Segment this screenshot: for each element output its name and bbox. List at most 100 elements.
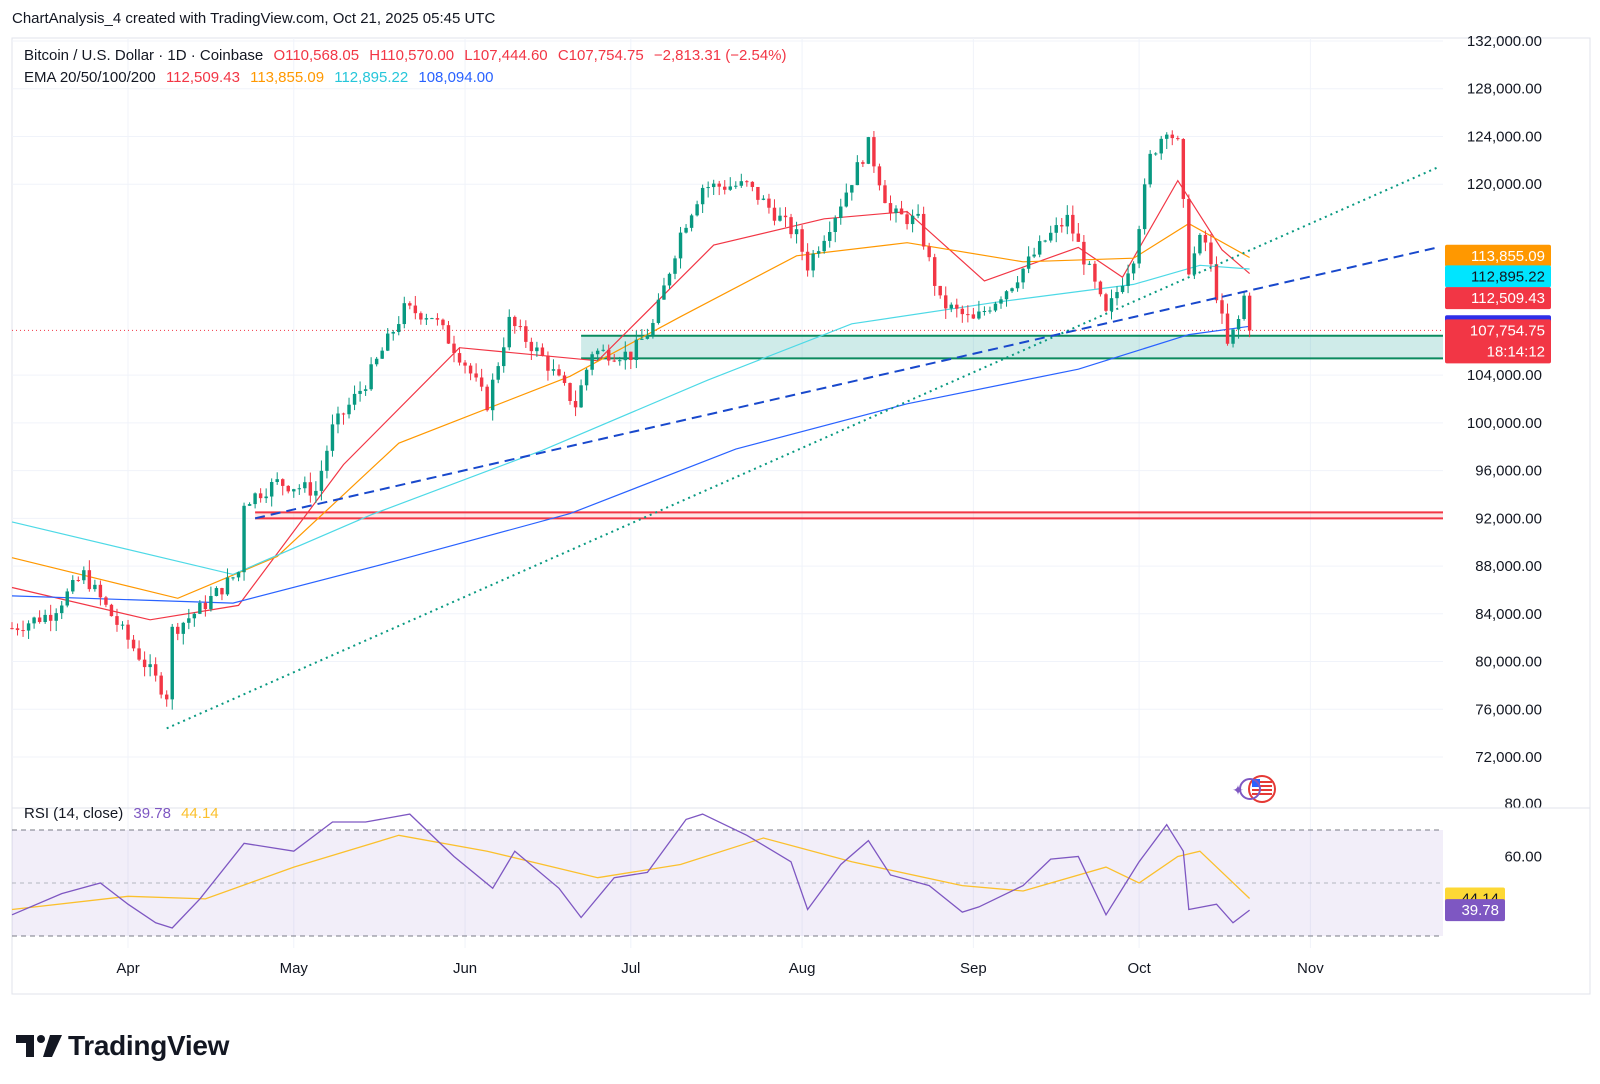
candle-body [32, 617, 36, 624]
candle [1082, 235, 1086, 275]
candle [397, 316, 401, 336]
candle [949, 302, 953, 313]
candle [557, 364, 561, 377]
ema-lines [11, 179, 1250, 621]
candle [1093, 260, 1097, 289]
candle [966, 305, 970, 323]
candle [269, 478, 274, 507]
candle-body [745, 181, 749, 183]
candle-body [1214, 264, 1219, 301]
candle-body [181, 622, 185, 634]
candle [479, 368, 484, 392]
candle-body [176, 626, 180, 634]
candle-body [319, 470, 324, 491]
candle-body [1004, 291, 1009, 300]
candle-body [358, 390, 362, 394]
time-tick-label: Apr [116, 960, 139, 977]
candle [1187, 194, 1191, 276]
legend-rsi-label: RSI (14, close) [24, 805, 124, 822]
candle-body [43, 614, 47, 623]
candle [1115, 286, 1119, 306]
candle-body [689, 215, 694, 228]
tag-last-price: 107,754.75 18:14:12 [1445, 319, 1551, 364]
rsi-panel: 80.00 60.00 [11, 796, 1542, 937]
flag-stripe [1252, 793, 1272, 795]
candle [87, 560, 92, 592]
candle [369, 357, 373, 391]
candle-body [21, 630, 25, 632]
candle-body [225, 577, 230, 595]
candle-body [877, 166, 882, 186]
candle-body [977, 311, 981, 319]
candle [32, 616, 36, 629]
candle [562, 371, 567, 386]
candle-body [1026, 256, 1031, 269]
candle-body [380, 350, 384, 359]
candle [711, 179, 716, 196]
candle-body [292, 489, 296, 492]
candle-body [816, 251, 821, 254]
candle [308, 472, 313, 503]
candle-body [281, 479, 285, 486]
candle-body [783, 215, 788, 218]
candle [220, 587, 224, 601]
candles [10, 130, 1252, 710]
candle [546, 351, 550, 381]
candle-body [446, 325, 451, 344]
candle-body [209, 595, 213, 610]
candle [137, 640, 141, 662]
tradingview-logo[interactable]: TradingView [16, 1030, 229, 1062]
candle-body [336, 413, 340, 425]
candle-body [1043, 240, 1047, 242]
price-tick-label: 72,000.00 [1475, 749, 1542, 766]
candle [1142, 178, 1147, 235]
candle-body [1247, 295, 1252, 331]
candle-body [303, 482, 307, 489]
candle-body [894, 208, 898, 214]
candle [76, 576, 81, 582]
candle-body [551, 369, 556, 371]
candle [258, 488, 263, 503]
tag-rsi-bg [1445, 899, 1505, 922]
price-tick-label: 88,000.00 [1475, 558, 1542, 575]
candle-body [1032, 254, 1036, 257]
candle [640, 329, 644, 340]
candle [358, 381, 362, 402]
candle [723, 180, 727, 195]
price-tick-label: 128,000.00 [1467, 81, 1542, 98]
candle [507, 309, 511, 351]
candle-body [728, 186, 732, 190]
candle [756, 186, 760, 205]
candle [502, 337, 506, 373]
candle [529, 337, 534, 361]
candle-body [363, 389, 368, 391]
candle-body [1159, 138, 1163, 154]
candle-body [960, 308, 965, 315]
candle-body [115, 616, 119, 625]
candle-body [546, 355, 550, 371]
candle [26, 620, 31, 639]
candle-body [1076, 233, 1081, 242]
candle-body [839, 206, 843, 218]
candle [457, 347, 462, 366]
candle [673, 255, 677, 280]
brand-name: TradingView [68, 1030, 230, 1061]
candle [850, 184, 854, 201]
candle [1236, 315, 1241, 339]
price-tick-label: 76,000.00 [1475, 701, 1542, 718]
candle-body [557, 369, 561, 376]
candle-body [778, 215, 782, 221]
candle [424, 313, 429, 325]
candle [1137, 225, 1141, 269]
candle [402, 296, 406, 329]
price-tags: 113,855.09112,895.22112,509.43108,094.00… [1232, 244, 1551, 922]
candle [745, 180, 749, 187]
candle-body [1120, 285, 1125, 293]
candle [408, 301, 412, 310]
candle [551, 359, 556, 376]
candle [391, 330, 395, 341]
candle-body [352, 393, 357, 405]
candle-body [402, 303, 406, 325]
candle-body [993, 303, 998, 311]
